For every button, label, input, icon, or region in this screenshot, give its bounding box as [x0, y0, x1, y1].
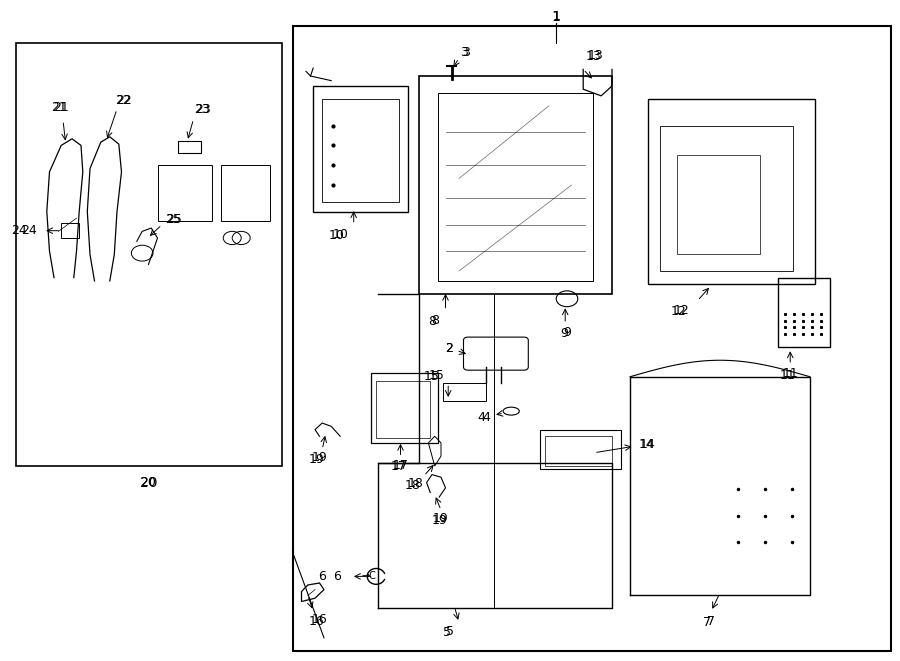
Text: 1: 1 [554, 10, 561, 23]
Text: 14: 14 [638, 438, 654, 451]
Text: 15: 15 [428, 369, 445, 382]
Bar [778, 278, 830, 347]
Text: 15: 15 [424, 370, 440, 383]
Bar [438, 93, 593, 281]
Text: 19: 19 [309, 453, 325, 466]
Text: 19: 19 [431, 514, 447, 527]
Text: 16: 16 [309, 615, 325, 628]
Text: 2: 2 [446, 342, 453, 355]
Text: 24: 24 [11, 224, 27, 237]
Text: 19: 19 [311, 451, 328, 464]
Text: 20: 20 [140, 475, 158, 490]
Bar [371, 373, 438, 443]
Text: 22: 22 [115, 94, 131, 107]
Bar [178, 141, 201, 153]
Bar [16, 43, 282, 466]
Text: 8: 8 [428, 315, 436, 329]
Text: 10: 10 [332, 228, 348, 241]
Text: 8: 8 [431, 314, 438, 327]
Text: 11: 11 [779, 369, 796, 382]
Text: 9: 9 [561, 327, 568, 340]
Text: 24: 24 [21, 224, 37, 237]
Bar [648, 99, 814, 284]
Text: 21: 21 [50, 100, 67, 114]
Text: 17: 17 [392, 459, 409, 472]
Text: 19: 19 [433, 512, 449, 525]
Bar [376, 381, 430, 438]
Bar [313, 86, 408, 212]
Text: 3: 3 [463, 46, 470, 59]
Text: 12: 12 [673, 304, 689, 317]
Text: →C: →C [362, 571, 376, 582]
Bar [418, 76, 612, 294]
Text: 23: 23 [194, 102, 210, 116]
Text: 20: 20 [140, 476, 157, 489]
Text: 13: 13 [586, 50, 602, 63]
Text: 4: 4 [478, 411, 485, 424]
Text: 7: 7 [707, 615, 715, 628]
Bar [660, 126, 793, 271]
Text: 11: 11 [782, 367, 798, 380]
Bar [540, 430, 621, 469]
Bar [158, 165, 212, 221]
Text: 1: 1 [552, 9, 561, 24]
Text: 25: 25 [165, 213, 181, 226]
Bar [544, 436, 612, 466]
Text: 23: 23 [194, 102, 211, 116]
Text: 6: 6 [334, 570, 341, 583]
Text: 10: 10 [328, 229, 345, 243]
Text: 5: 5 [446, 625, 454, 638]
Text: 6: 6 [319, 570, 326, 583]
Text: 16: 16 [311, 613, 328, 626]
Text: 4: 4 [482, 411, 490, 424]
Bar [61, 223, 79, 238]
Text: 7: 7 [704, 616, 711, 629]
Text: 5: 5 [444, 626, 451, 639]
Text: 25: 25 [166, 213, 182, 226]
Bar [322, 99, 399, 202]
Text: 3: 3 [461, 46, 468, 59]
Text: 12: 12 [670, 305, 687, 319]
Bar [220, 165, 270, 221]
Bar [292, 26, 891, 651]
Text: 17: 17 [391, 460, 407, 473]
Text: 18: 18 [408, 477, 424, 490]
Text: 13: 13 [588, 49, 604, 62]
Text: 21: 21 [53, 100, 69, 114]
Text: 18: 18 [404, 479, 420, 492]
Bar [443, 383, 486, 401]
Text: 14: 14 [640, 438, 656, 451]
Text: 9: 9 [563, 326, 571, 339]
Text: 22: 22 [116, 94, 132, 107]
Text: 2: 2 [446, 342, 453, 355]
Bar [677, 155, 760, 254]
